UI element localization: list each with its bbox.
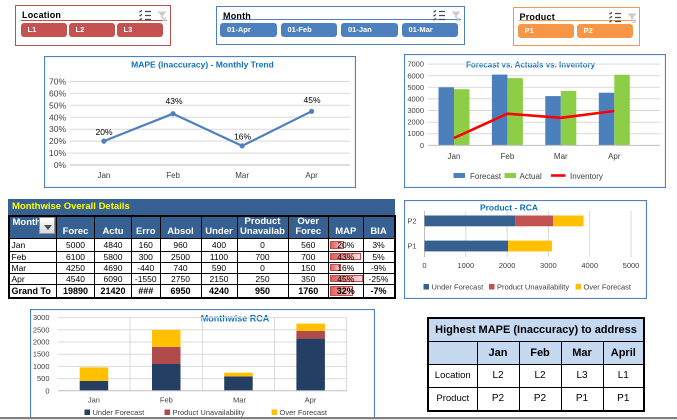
svg-text:1000: 1000: [407, 129, 424, 138]
svg-text:Product Unavailability: Product Unavailability: [497, 282, 569, 291]
svg-text:2000: 2000: [407, 117, 424, 126]
svg-text:3000: 3000: [33, 313, 50, 322]
svg-text:4000: 4000: [581, 261, 598, 270]
svg-text:70%: 70%: [49, 77, 66, 87]
svg-text:Jan: Jan: [447, 152, 460, 161]
svg-text:Feb: Feb: [500, 152, 514, 161]
svg-text:5000: 5000: [623, 261, 640, 270]
svg-text:0: 0: [45, 386, 49, 395]
svg-text:0%: 0%: [54, 160, 67, 170]
svg-text:Over Forecast: Over Forecast: [584, 282, 632, 291]
svg-text:Apr: Apr: [608, 152, 621, 161]
svg-text:Jan: Jan: [88, 396, 100, 405]
svg-text:5000: 5000: [407, 82, 424, 91]
svg-text:16%: 16%: [234, 132, 251, 142]
svg-text:0: 0: [422, 261, 426, 270]
svg-text:6000: 6000: [407, 71, 424, 80]
svg-text:Feb: Feb: [166, 171, 180, 180]
svg-text:45%: 45%: [303, 95, 320, 105]
svg-text:1000: 1000: [33, 362, 50, 371]
svg-text:30%: 30%: [49, 124, 66, 134]
svg-text:43%: 43%: [165, 96, 182, 106]
svg-text:P2: P2: [407, 216, 416, 225]
svg-text:1500: 1500: [33, 350, 50, 359]
svg-text:Jan: Jan: [97, 171, 110, 180]
svg-text:60%: 60%: [49, 88, 66, 98]
svg-text:Apr: Apr: [305, 396, 317, 405]
svg-text:10%: 10%: [49, 148, 66, 158]
svg-text:Actual: Actual: [519, 172, 541, 181]
svg-text:0: 0: [419, 140, 423, 149]
svg-text:Apr: Apr: [305, 171, 318, 180]
svg-text:Mar: Mar: [233, 396, 246, 405]
svg-text:Inventory: Inventory: [570, 172, 603, 181]
svg-text:Mar: Mar: [235, 171, 249, 180]
svg-text:20%: 20%: [49, 136, 66, 146]
svg-text:7000: 7000: [407, 59, 424, 68]
svg-text:3000: 3000: [407, 106, 424, 115]
svg-text:Forecast: Forecast: [470, 172, 502, 181]
svg-text:Under Forecast: Under Forecast: [93, 408, 146, 417]
svg-text:Under Forecast: Under Forecast: [432, 282, 485, 291]
svg-text:2000: 2000: [33, 338, 50, 347]
svg-text:P1: P1: [407, 241, 416, 250]
svg-text:Product Unavailability: Product Unavailability: [173, 408, 245, 417]
svg-text:500: 500: [37, 374, 50, 383]
svg-text:50%: 50%: [49, 100, 66, 110]
svg-text:Forecast vs. Actuals vs. Inven: Forecast vs. Actuals vs. Inventory: [465, 60, 595, 69]
svg-text:Monthwise RCA: Monthwise RCA: [201, 314, 270, 324]
svg-text:40%: 40%: [49, 112, 66, 122]
svg-text:MAPE (Inaccuracy) - Monthly Tr: MAPE (Inaccuracy) - Monthly Trend: [131, 60, 274, 70]
svg-text:Feb: Feb: [160, 396, 173, 405]
svg-text:3000: 3000: [540, 261, 557, 270]
svg-text:2000: 2000: [499, 261, 516, 270]
svg-text:2500: 2500: [33, 325, 50, 334]
svg-text:Over Forecast: Over Forecast: [280, 408, 328, 417]
svg-text:Mar: Mar: [553, 152, 567, 161]
svg-text:4000: 4000: [407, 94, 424, 103]
svg-text:1000: 1000: [457, 261, 474, 270]
svg-text:Product - RCA: Product - RCA: [480, 202, 538, 212]
svg-text:20%: 20%: [95, 127, 112, 137]
